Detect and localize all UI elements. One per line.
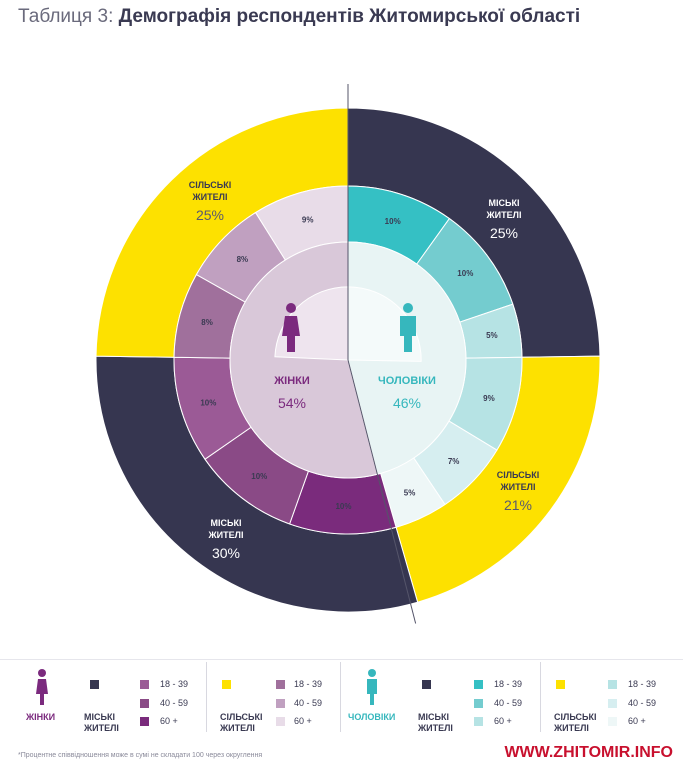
legend-age-label: 40 - 59 <box>628 698 657 708</box>
men-figure-icon <box>400 303 416 352</box>
age-segment-label: 8% <box>237 255 249 264</box>
chart-title: Таблиця 3: Демографія респондентів Житом… <box>18 6 580 28</box>
legend-women-rural-18-39-swatch <box>276 680 285 689</box>
legend-men-city-40-59-swatch <box>474 699 483 708</box>
legend-city-swatch <box>422 680 431 689</box>
legend-age-label: 60 + <box>628 716 646 726</box>
women-label: ЖІНКИ <box>273 375 310 387</box>
legend-men-rural-40-59-swatch <box>608 699 617 708</box>
legend-women-label: ЖІНКИ <box>26 712 56 722</box>
men-city-label: МІСЬКІ <box>489 198 520 208</box>
age-segment-label: 5% <box>404 488 416 497</box>
legend-men-rural-60-swatch <box>608 717 617 726</box>
age-segment-label: 8% <box>201 318 213 327</box>
legend-age-label: 60 + <box>294 716 312 726</box>
legend-age-label: 40 - 59 <box>294 698 323 708</box>
legend-women-city-60-swatch <box>140 717 149 726</box>
legend-rural-swatch <box>556 680 565 689</box>
legend-men-city-label: МІСЬКІ ЖИТЕЛІ <box>418 712 453 733</box>
age-segment-label: 10% <box>335 502 351 511</box>
age-segment-label: 10% <box>385 217 401 226</box>
age-segment-label: 10% <box>457 269 473 278</box>
men-rural-label: ЖИТЕЛІ <box>500 482 536 492</box>
legend-rural-swatch <box>222 680 231 689</box>
legend-women-city-18-39-swatch <box>140 680 149 689</box>
sunburst-chart: 10% 10% 5% 9% 7% 5% 10% 10% 10% 8% 8% 9% МІСЬКІ ЖИТЕЛ… <box>95 84 601 624</box>
legend-separator <box>340 662 341 732</box>
age-segment-label: 7% <box>448 457 460 466</box>
legend-age-label: 60 + <box>494 716 512 726</box>
age-segment-label: 9% <box>483 394 495 403</box>
legend-men-rural-18-39-swatch <box>608 680 617 689</box>
legend-men-city-18-39-swatch <box>474 680 483 689</box>
legend-men-city-60-swatch <box>474 717 483 726</box>
women-figure-icon <box>282 303 300 352</box>
watermark: WWW.ZHITOMIR.INFO <box>504 744 673 761</box>
legend-separator <box>540 662 541 732</box>
age-segment-label: 9% <box>302 216 314 225</box>
divider <box>0 659 683 660</box>
women-rural-label: СІЛЬСЬКІ <box>189 180 232 190</box>
legend-women-rural-label: СІЛЬСЬКІ ЖИТЕЛІ <box>220 712 263 733</box>
men-city-pct: 25% <box>490 225 518 241</box>
women-pct: 54% <box>278 395 306 411</box>
age-segment-label: 10% <box>200 399 216 408</box>
title-main: Демографія респондентів Житомирської обл… <box>118 6 581 27</box>
women-rural-label: ЖИТЕЛІ <box>192 192 228 202</box>
legend-age-label: 18 - 39 <box>294 679 323 689</box>
legend-separator <box>206 662 207 732</box>
legend-age-label: 40 - 59 <box>494 698 523 708</box>
women-icon <box>36 669 48 705</box>
legend-women-rural-40-59-swatch <box>276 699 285 708</box>
legend-city-swatch <box>90 680 99 689</box>
legend-age-label: 18 - 39 <box>628 679 657 689</box>
legend-age-label: 40 - 59 <box>160 698 189 708</box>
men-center-inner <box>347 286 422 362</box>
women-rural-pct: 25% <box>196 207 224 223</box>
legend-men-rural-label: СІЛЬСЬКІ ЖИТЕЛІ <box>554 712 597 733</box>
age-segment-label: 10% <box>251 472 267 481</box>
legend-women-city-40-59-swatch <box>140 699 149 708</box>
men-pct: 46% <box>393 395 421 411</box>
women-city-label: МІСЬКІ <box>211 518 242 528</box>
legend-age-label: 18 - 39 <box>494 679 523 689</box>
women-city-pct: 30% <box>212 545 240 561</box>
footnote: *Процентне співвідношення може в сумі не… <box>18 752 263 759</box>
men-rural-pct: 21% <box>504 497 532 513</box>
legend: ЖІНКИ МІСЬКІ ЖИТЕЛІ 18 - 39 40 - 59 60 +… <box>0 662 683 752</box>
men-icon <box>367 669 377 705</box>
axis-line <box>347 359 417 624</box>
legend-age-label: 60 + <box>160 716 178 726</box>
legend-women-city-label: МІСЬКІ ЖИТЕЛІ <box>84 712 119 733</box>
legend-age-label: 18 - 39 <box>160 679 189 689</box>
men-label: ЧОЛОВІКИ <box>378 375 436 387</box>
men-city-label: ЖИТЕЛІ <box>486 210 522 220</box>
legend-women-rural-60-swatch <box>276 717 285 726</box>
legend-men-label: ЧОЛОВІКИ <box>348 712 396 722</box>
title-prefix: Таблиця 3: <box>18 6 114 27</box>
men-rural-label: СІЛЬСЬКІ <box>497 470 540 480</box>
women-city-label: ЖИТЕЛІ <box>208 530 244 540</box>
age-segment-label: 5% <box>486 331 498 340</box>
